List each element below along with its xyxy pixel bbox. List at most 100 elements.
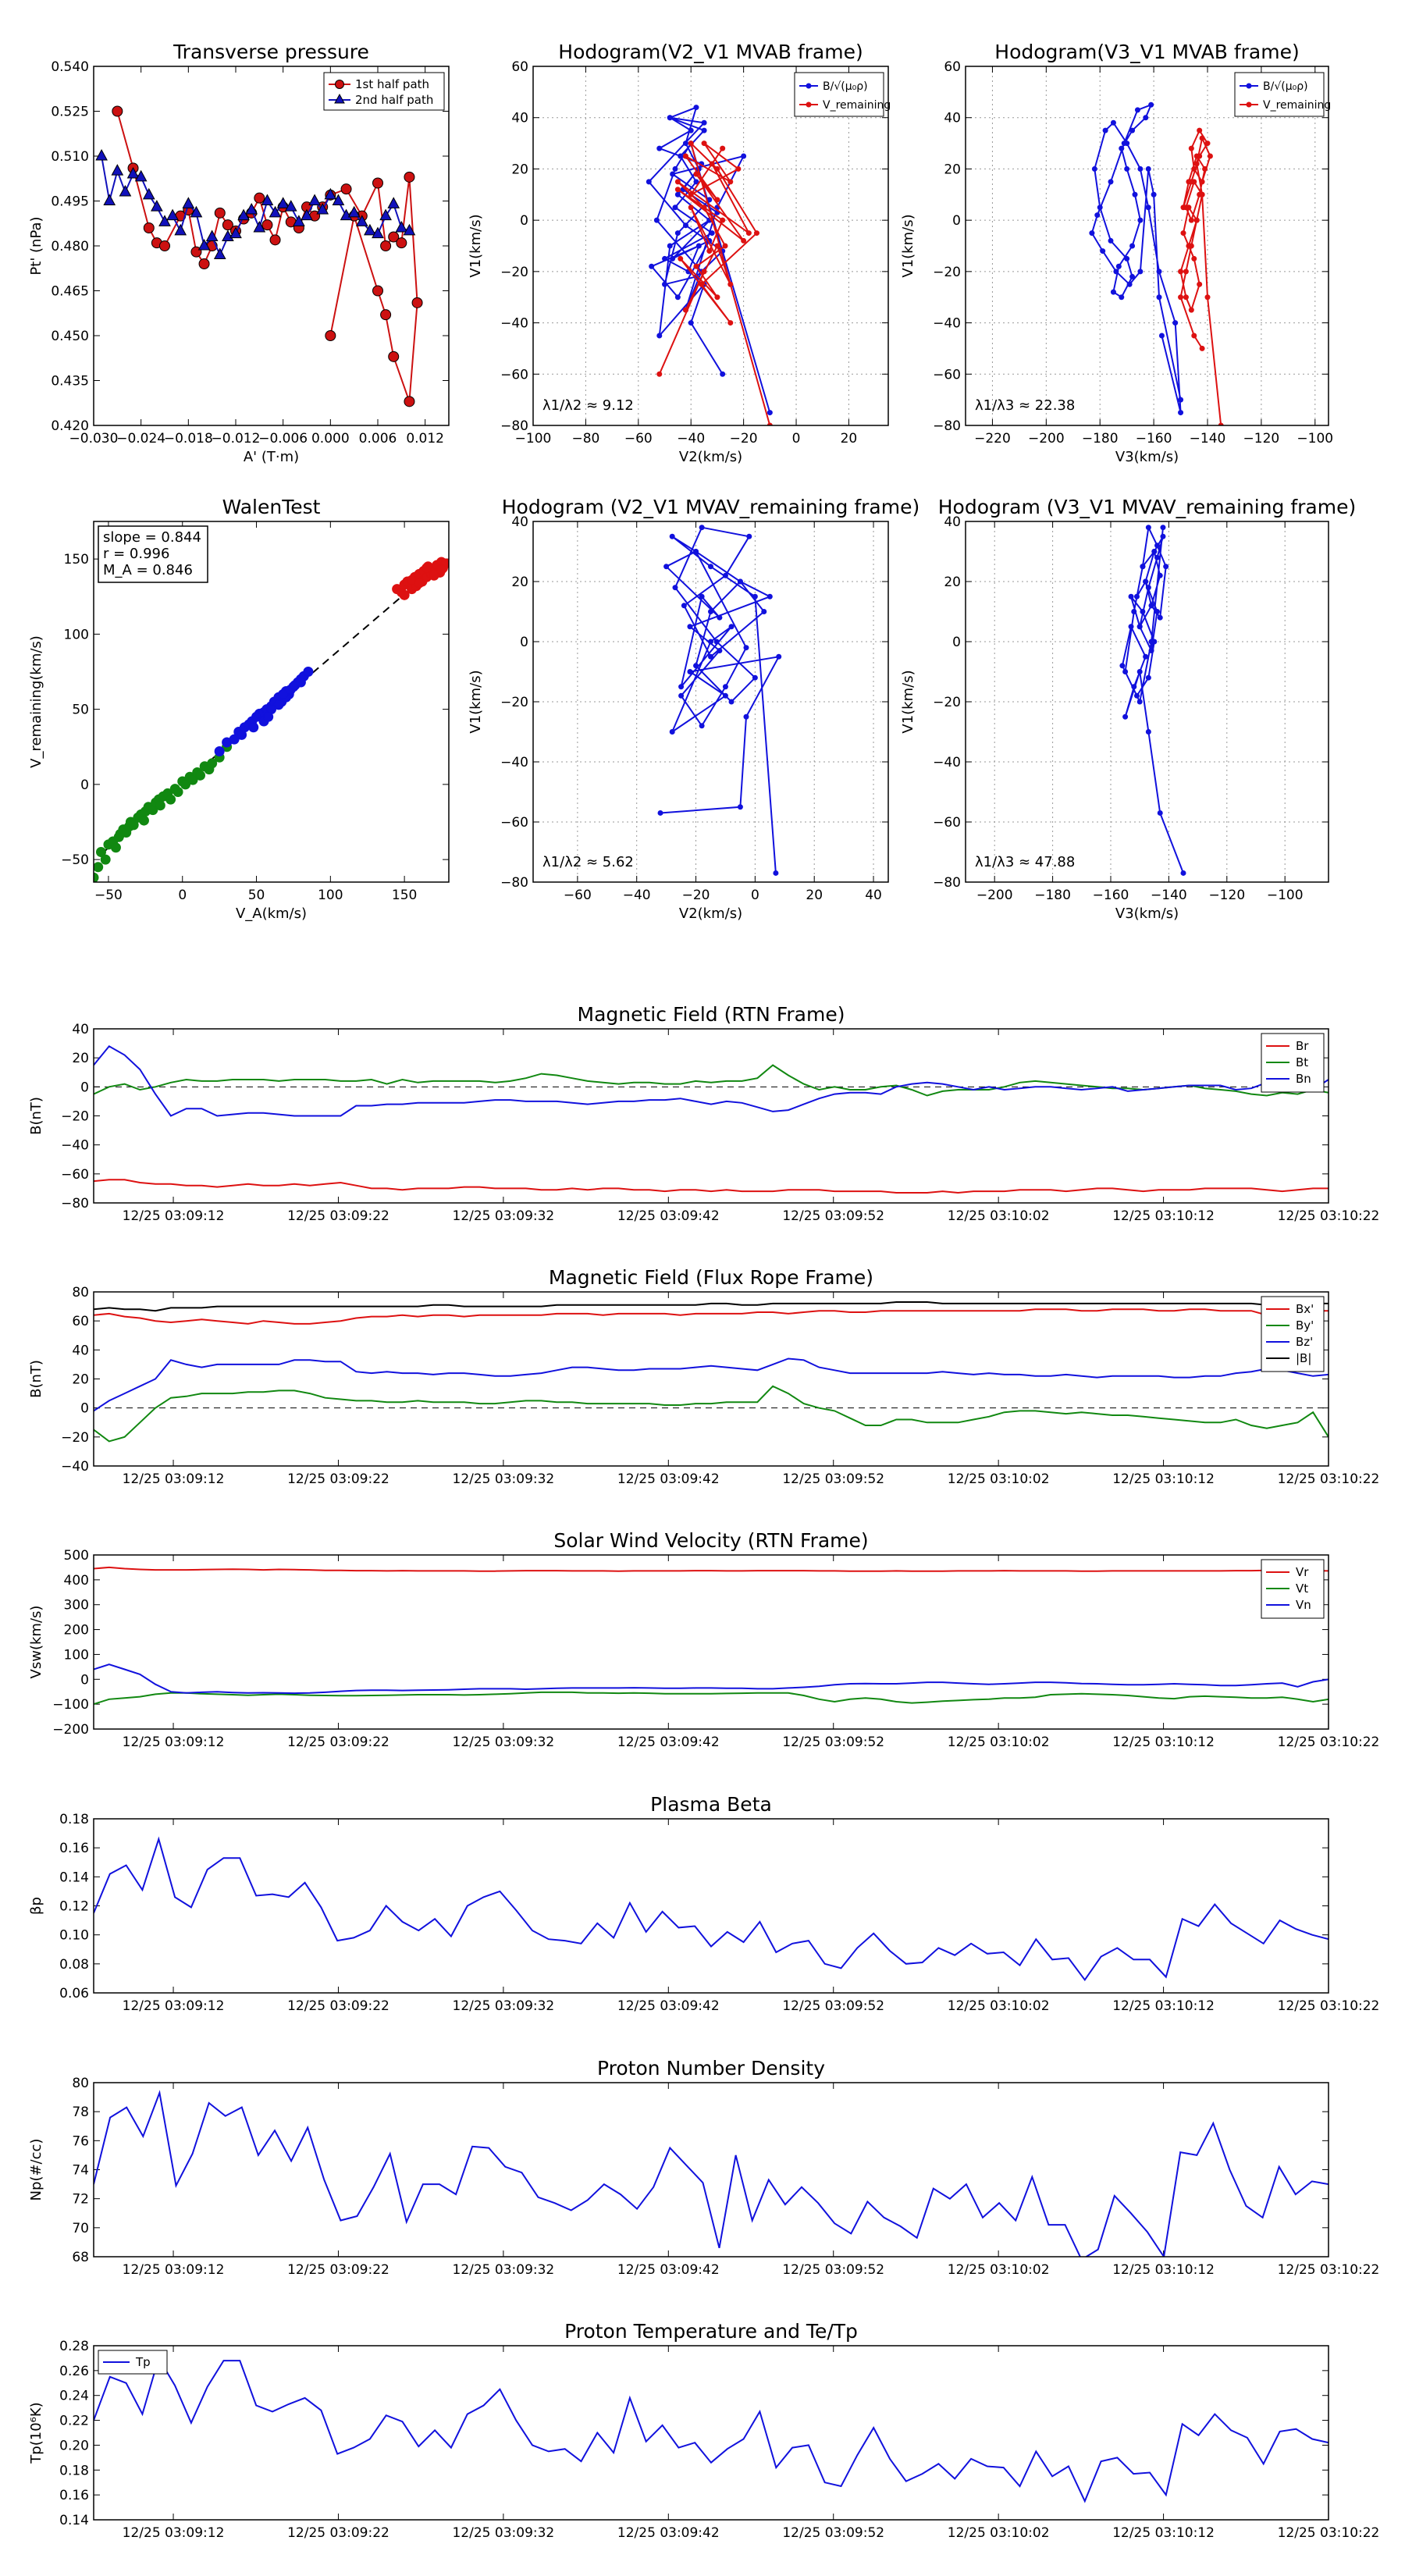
x-tick-label: 12/25 03:09:22 [287,2525,389,2541]
series-1sthalfpath-marker [404,171,415,183]
y-tick-label: −80 [500,875,528,891]
series-b-point [708,653,713,660]
series-b-point [699,525,705,531]
series-v-point [727,320,734,326]
x-tick-label: 12/25 03:09:42 [617,2525,720,2541]
series-b-point [1154,543,1161,549]
x-tick-label: −140 [1190,431,1226,447]
y-tick-label: 40 [72,1343,89,1358]
ratio-annotation: λ1/λ3 ≈ 22.38 [975,397,1075,414]
x-axis-label: A' (T·m) [244,449,299,465]
series-br-line [94,1179,1329,1194]
series-b-point [674,191,681,197]
series-b-point [678,684,685,690]
series-v-point [714,294,720,301]
x-tick-label: −200 [976,888,1013,903]
x-tick-label: 12/25 03:09:52 [782,1735,884,1750]
series-b-point [1089,230,1095,237]
series-2ndhalfpath-marker [403,223,416,236]
y-tick-label: 60 [72,1314,89,1329]
series-v-point [727,281,734,287]
series-v-point [1180,230,1186,237]
series-b-point [1157,572,1163,578]
series-green-point [195,770,205,781]
series-b-point [674,230,681,237]
series-b-point [646,179,652,185]
series-b-point [1157,614,1163,621]
y-tick-label: 78 [72,2105,89,2120]
series-b-point [1148,648,1154,654]
series-green-point [155,800,165,811]
series-v-point [706,248,713,254]
series-v-point [720,217,726,223]
plot-frame [532,521,889,883]
y-tick-label: 500 [64,1548,89,1564]
y-tick-label: 20 [511,162,528,177]
ratio-annotation: λ1/λ2 ≈ 5.62 [542,854,634,870]
series-red-point [414,578,425,589]
series-b-point [1110,119,1116,126]
series-blue-point [303,667,314,677]
series-b-point [701,119,707,126]
series-bt-line [94,1064,1329,1097]
series-b-point [708,639,713,645]
series-v-point [1199,179,1205,185]
series-2ndhalfpath-marker [276,197,290,208]
y-tick-label: −50 [61,852,89,868]
series-b-point [1151,191,1157,197]
series-b-point [717,614,723,621]
x-tick-label: −100 [1297,431,1333,447]
series-green-point [100,854,111,865]
x-tick-label: 12/25 03:10:02 [948,1471,1050,1487]
y-tick-label: 40 [511,111,528,126]
series-2ndhalfpath-marker [253,220,266,233]
x-tick-label: −40 [677,431,705,447]
series-b-point [657,809,663,816]
series-b-point [1134,107,1140,113]
series-green-point [173,787,183,797]
series-v-point [1204,294,1211,301]
ratio-annotation: λ1/λ2 ≈ 9.12 [542,397,634,414]
series-v-point [1178,294,1184,301]
series-2ndhalfpath-marker [166,208,179,221]
legend-label: By' [1296,1318,1314,1332]
x-tick-label: 12/25 03:10:02 [948,1208,1050,1224]
series-2ndhalfpath-marker [103,194,116,205]
series-v-point [1199,135,1205,141]
series-by-line [94,1385,1329,1443]
series-blue-point [248,722,259,733]
x-tick-label: 12/25 03:09:42 [617,2262,720,2278]
series-2ndhalfpath-marker [134,169,148,182]
legend-marker [1246,101,1252,108]
series-green-point [180,779,191,790]
series-b-point [669,729,675,735]
series-2ndhalfpath-marker [269,205,282,218]
x-tick-label: 150 [392,888,417,903]
y-tick-label: 60 [944,59,961,75]
x-tick-label: 12/25 03:09:22 [287,1735,389,1750]
legend-label: Bx' [1296,1302,1314,1316]
y-tick-label: 20 [72,1051,89,1066]
series-b-point [767,410,773,416]
series-v-point [688,141,694,147]
series-blue-point [229,734,240,745]
stats-line: r = 0.996 [103,546,169,562]
y-tick-label: 0.450 [51,329,89,344]
series-green-point [94,862,104,873]
y-tick-label: 68 [72,2250,89,2265]
chart-temp: Proton Temperature and Te/Tp 0.14 0.16 0.18… [28,2320,1379,2541]
series-b-point [663,564,670,570]
y-tick-label: −100 [52,1697,89,1713]
y-axis-label: Np(#/cc) [28,2139,44,2201]
series-b-point [1148,639,1154,645]
series-b-point [1160,525,1166,531]
series-bx-line [94,1308,1329,1325]
x-tick-label: −200 [1028,431,1065,447]
series-v-point [701,205,707,211]
y-tick-label: 60 [511,59,528,75]
y-tick-label: 0.28 [59,2339,89,2354]
x-tick-label: −180 [1034,888,1071,903]
y-tick-label: 40 [944,111,961,126]
stats-line: M_A = 0.846 [103,562,193,578]
series-v-point [1202,165,1208,172]
